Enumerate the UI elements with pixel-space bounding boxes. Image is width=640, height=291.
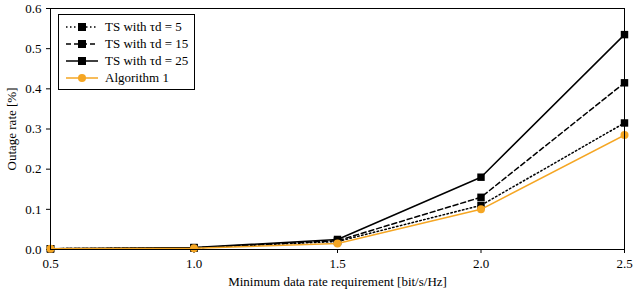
svg-text:0.4: 0.4 xyxy=(25,81,42,96)
svg-text:0.3: 0.3 xyxy=(25,121,41,136)
html-text:TS with τd = 5: TS with τd = 5 xyxy=(105,18,182,34)
svg-text:2.5: 2.5 xyxy=(616,256,632,271)
svg-text:0.5: 0.5 xyxy=(42,256,58,271)
svg-text:0.1: 0.1 xyxy=(25,201,41,216)
svg-text:0.6: 0.6 xyxy=(25,1,42,16)
svg-text:Minimum data rate requirement: Minimum data rate requirement [bit/s/Hz] xyxy=(228,274,447,289)
svg-text:0.0: 0.0 xyxy=(25,242,41,257)
html-text:TS with τd = 25: TS with τd = 25 xyxy=(105,52,189,68)
svg-text:1.5: 1.5 xyxy=(329,256,345,271)
svg-text:2.0: 2.0 xyxy=(473,256,489,271)
svg-text:0.2: 0.2 xyxy=(25,161,41,176)
html-text:TS with τd = 15: TS with τd = 15 xyxy=(105,35,189,51)
svg-text:1.0: 1.0 xyxy=(186,256,202,271)
html-text:Algorithm 1: Algorithm 1 xyxy=(105,69,169,85)
svg-text:Outage rate [%]: Outage rate [%] xyxy=(4,87,19,170)
svg-text:0.5: 0.5 xyxy=(25,41,41,56)
